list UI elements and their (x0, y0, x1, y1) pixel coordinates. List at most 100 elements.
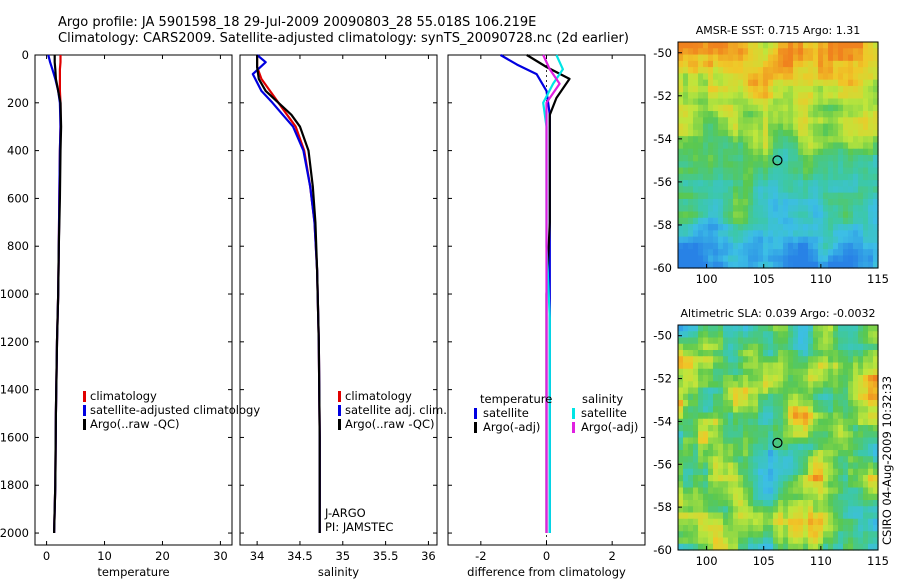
sst-map-cell (703, 236, 709, 244)
sst-map-cell (688, 67, 694, 74)
sst-map-cell (848, 92, 854, 100)
sla-map-cell (788, 375, 794, 382)
sst-map-cell (683, 85, 689, 93)
difference-xtick-label: 0 (543, 549, 550, 563)
sla-map-cell (863, 543, 869, 551)
sst-map-cell (758, 67, 764, 74)
salinity-xlabel: salinity (318, 565, 359, 579)
sst-map-cell (783, 255, 789, 263)
sst-map-cell (688, 48, 694, 56)
sst-map-cell (708, 85, 714, 93)
sst-map-cell (783, 117, 789, 125)
sst-map-cell (718, 142, 724, 150)
sst-map-cell (853, 236, 859, 244)
sst-map-cell (693, 111, 699, 118)
sst-map-cell (788, 211, 794, 219)
sst-map-cell (743, 236, 749, 244)
sla-map-cell (698, 337, 704, 345)
sla-map-cell (853, 375, 859, 382)
sst-map-cell (783, 242, 789, 250)
sst-map-cell (858, 161, 864, 169)
sla-map-cell (768, 375, 774, 382)
sst-map-cell (833, 42, 839, 49)
sla-map-cell (778, 400, 784, 407)
sst-map-cell (823, 48, 829, 56)
sst-map-cell (793, 98, 799, 106)
sst-map-cell (763, 92, 769, 100)
sst-map-cell (703, 249, 709, 257)
sst-map-cell (733, 98, 739, 106)
sst-map-cell (813, 42, 819, 49)
sla-map-cell (758, 493, 764, 501)
sla-map-cell (728, 543, 734, 551)
sst-map-cell (788, 180, 794, 187)
sst-map-cell (678, 261, 684, 269)
sst-map-cell (773, 186, 779, 194)
sst-map-cell (818, 217, 824, 225)
sst-map-cell (808, 92, 814, 100)
sla-map-cell (703, 475, 709, 482)
sst-map-cell (848, 180, 854, 187)
sla-map-cell (863, 393, 869, 401)
sst-map-cell (753, 129, 759, 137)
sst-map-cell (778, 123, 784, 131)
sla-map-cell (728, 512, 734, 520)
sla-map-cell (678, 512, 684, 520)
sst-map-cell (693, 48, 699, 56)
sst-map-cell (833, 136, 839, 144)
sla-map-cell (728, 418, 734, 426)
sst-map-cell (808, 111, 814, 118)
sla-map-cell (738, 406, 744, 414)
sst-map-cell (788, 92, 794, 100)
sst-map-cell (758, 129, 764, 137)
sla-map-cell (813, 400, 819, 407)
sla-map-cell (693, 400, 699, 407)
sst-map-cell (803, 111, 809, 118)
sst-map-cell (823, 85, 829, 93)
sla-map-cell (783, 425, 789, 432)
sla-map-cell (683, 375, 689, 382)
sla-map-cell (828, 425, 834, 432)
sst-map-cell (733, 198, 739, 206)
sst-map-cell (698, 242, 704, 250)
sla-map-cell (708, 487, 714, 495)
sla-map-cell (698, 462, 704, 470)
sst-map-cell (823, 167, 829, 175)
sst-map-cell (703, 60, 709, 68)
sla-map-cell (733, 362, 739, 370)
sla-map-cell (838, 431, 844, 439)
sst-map-cell (873, 224, 879, 231)
sst-map-cell (828, 249, 834, 257)
sst-map-cell (748, 104, 754, 112)
sst-map-cell (758, 186, 764, 194)
temperature-legend-label: climatology (90, 389, 157, 403)
sla-map-cell (773, 387, 779, 395)
sst-map-cell (843, 180, 849, 187)
sst-map-cell (853, 67, 859, 74)
sst-map-cell (768, 236, 774, 244)
sla-map-cell (798, 425, 804, 432)
sst-map-cell (728, 211, 734, 219)
sla-map-cell (738, 375, 744, 382)
sla-map-cell (778, 356, 784, 364)
sst-map-cell (753, 142, 759, 150)
sst-map-cell (783, 67, 789, 74)
sla-map-cell (733, 356, 739, 364)
sla-map-cell (753, 450, 759, 457)
sst-map-cell (838, 42, 844, 49)
sla-map-cell (838, 468, 844, 476)
sla-map-cell (843, 325, 849, 332)
sst-map-cell (773, 261, 779, 269)
sla-map-cell (803, 425, 809, 432)
sst-map-cell (743, 173, 749, 181)
sst-map-cell (843, 79, 849, 87)
sla-map-cell (838, 387, 844, 395)
sla-map-cell (773, 475, 779, 482)
sst-map-cell (868, 167, 874, 175)
sla-map-cell (683, 337, 689, 345)
sla-map-cell (773, 450, 779, 457)
sla-map-cell (703, 343, 709, 351)
sst-map-cell (813, 255, 819, 263)
sla-map-cell (693, 537, 699, 545)
sst-map-cell (848, 123, 854, 131)
